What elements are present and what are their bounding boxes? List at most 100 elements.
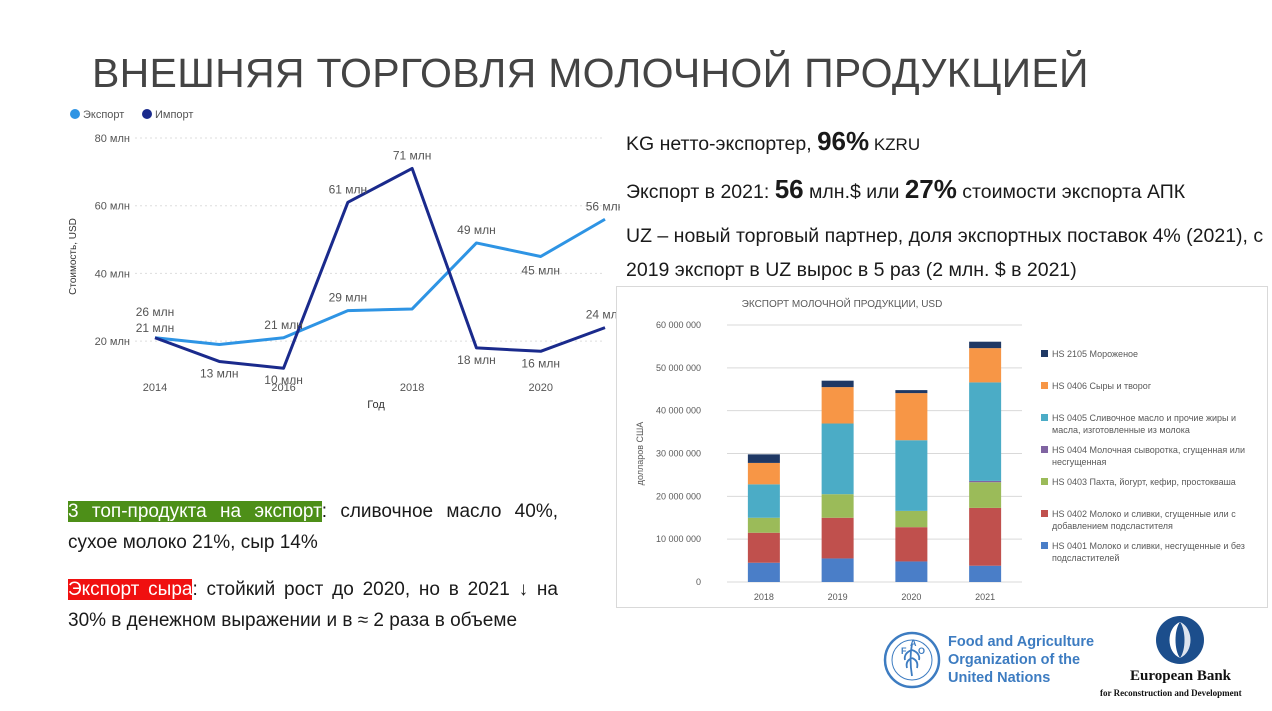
fact-net-exporter: KG нетто-экспортер, 96% KZRU	[626, 124, 1266, 162]
bar-chart-x-tick-label: 2021	[975, 592, 995, 602]
bar-segment	[895, 527, 928, 562]
line-series-import	[154, 166, 606, 370]
fao-name-line: Organization of the	[948, 652, 1081, 668]
line-chart-legend: Экспорт Импорт	[70, 109, 193, 121]
fao-logo: F A O Food and Agriculture Organization …	[882, 630, 1102, 690]
line-chart-x-axis-label: Год	[367, 399, 385, 411]
fao-seal-letter: A	[910, 638, 917, 648]
bar-segment	[821, 494, 854, 518]
line-chart-y-tick-label: 40 млн	[95, 268, 130, 280]
bar-chart-legend-label: HS 2105 Мороженое	[1052, 349, 1138, 359]
bar-chart-legend-label: HS 0404 Молочная сыворотка, сгущенная ил…	[1052, 445, 1245, 467]
bar-chart-y-axis-label: долларов США	[635, 422, 645, 486]
bar-chart-y-tick-label: 60 000 000	[656, 320, 701, 330]
bar-chart-legend-label: HS 0403 Пахта, йогурт, кефир, простокваш…	[1052, 477, 1236, 487]
bar-segment	[747, 462, 780, 485]
line-chart-series	[154, 166, 606, 370]
line-chart-legend-marker	[142, 109, 152, 119]
line-chart-y-tick-label: 80 млн	[95, 133, 130, 145]
bar-chart-panel: ЭКСПОРТ МОЛОЧНОЙ ПРОДУКЦИИ, USD 0 10 000 …	[616, 286, 1268, 608]
note-text: : стойкий рост до 2020, но в 2021 ↓ на 3…	[68, 579, 558, 631]
note-cheese-export: Экспорт сыра: стойкий рост до 2020, но в…	[68, 574, 558, 636]
fact-export-2021: Экспорт в 2021: 56 млн.$ или 27% стоимос…	[626, 172, 1266, 209]
fact-text: стоимости экспорта АПК	[956, 181, 1186, 203]
line-chart-data-label: 21 млн	[136, 321, 175, 335]
bar-chart-y-tick-label: 30 000 000	[656, 449, 701, 459]
fao-emblem-icon: F A O	[883, 631, 941, 689]
bar-chart-legend-marker	[1041, 382, 1048, 389]
bar-segment	[821, 387, 854, 424]
line-chart-x-tick-label: 2014	[143, 382, 167, 394]
page-title: ВНЕШНЯЯ ТОРГОВЛЯ МОЛОЧНОЙ ПРОДУКЦИЕЙ	[92, 50, 1089, 96]
line-chart-data-label: 56 млн	[586, 199, 620, 213]
bar-chart-legend-label: HS 0406 Сыры и творог	[1052, 381, 1152, 391]
bar-chart-legend-marker	[1041, 510, 1048, 517]
bar-chart-legend-label: HS 0402 Молоко и сливки, сгущенные или с…	[1052, 509, 1236, 531]
line-chart-x-tick-label: 2020	[528, 382, 552, 394]
bar-chart-legend-marker	[1041, 478, 1048, 485]
line-chart-data-label: 18 млн	[457, 353, 496, 367]
note-text: : сливочное масло 40%, сухое молоко 21%,…	[68, 501, 558, 553]
line-chart-data-label: 71 млн	[393, 148, 432, 162]
line-chart-legend-label: Импорт	[155, 109, 193, 121]
line-chart-data-label: 26 млн	[136, 305, 175, 319]
line-chart-data-label: 45 млн	[521, 264, 560, 278]
bar-segment	[969, 480, 1002, 483]
note-top-products: 3 топ-продукта на экспорт: сливочное мас…	[68, 496, 558, 558]
fao-seal-letter: O	[918, 646, 925, 656]
ebrd-logo: European Bank for Reconstruction and Dev…	[1096, 614, 1272, 710]
line-chart-data-label: 49 млн	[457, 223, 496, 237]
line-chart-data-label: 24 млн	[586, 308, 620, 322]
bar-chart-y-tick-label: 40 000 000	[656, 406, 701, 416]
bar-chart-x-tick-label: 2018	[754, 592, 774, 602]
fao-name: Food and Agriculture Organization of the…	[948, 633, 1094, 687]
bar-segment	[895, 510, 928, 528]
notes: 3 топ-продукта на экспорт: сливочное мас…	[68, 496, 558, 652]
line-chart-legend-label: Экспорт	[83, 109, 124, 121]
bar-segment	[969, 382, 1002, 481]
top-products-label: 3 топ-продукта на экспорт	[68, 501, 322, 522]
bar-segment	[747, 454, 780, 463]
bar-chart-y-tick-label: 20 000 000	[656, 491, 701, 501]
line-chart-data-labels: 26 млн 21 млн 29 млн 49 млн 45 млн 56 млн 21 м…	[136, 148, 620, 387]
bar-chart-legend-marker	[1041, 350, 1048, 357]
line-chart-y-tick-label: 60 млн	[95, 201, 130, 213]
line-chart-x-tick-label: 2018	[400, 382, 424, 394]
bar-segment	[969, 482, 1002, 508]
fao-seal-letter: F	[901, 646, 907, 656]
bar-chart-y-tick-label: 0	[696, 577, 701, 587]
bar-segment	[969, 565, 1002, 582]
line-chart-data-label: 21 млн	[264, 318, 303, 332]
bar-segment	[747, 517, 780, 533]
bar-chart-legend-label: HS 0401 Молоко и сливки, несгущенные и б…	[1052, 541, 1245, 563]
bar-chart-title: ЭКСПОРТ МОЛОЧНОЙ ПРОДУКЦИИ, USD	[742, 297, 943, 310]
fact-text: Экспорт в 2021:	[626, 181, 775, 203]
ebrd-subtitle: for Reconstruction and Development	[1100, 688, 1242, 698]
bar-chart-x-tick-label: 2020	[901, 592, 921, 602]
fact-uz-partner: UZ – новый торговый партнер, доля экспор…	[626, 225, 1264, 281]
fact-text: KG нетто-экспортер,	[626, 133, 818, 155]
key-facts: KG нетто-экспортер, 96% KZRU Экспорт в 2…	[626, 124, 1266, 297]
bar-segment	[747, 484, 780, 518]
bar-chart-legend: HS 2105 Мороженое HS 0406 Сыры и творог HS…	[1041, 349, 1245, 563]
bar-segment	[895, 390, 928, 394]
bar-segment	[895, 393, 928, 441]
line-chart-data-label: 29 млн	[329, 291, 368, 305]
fact-text: KZRU	[869, 135, 921, 154]
fao-name-line: Food and Agriculture	[948, 634, 1095, 650]
line-series-export	[154, 217, 606, 347]
bar-segment	[969, 341, 1002, 349]
line-chart-axis: 20 млн 40 млн 60 млн 80 млн 2014 2016 2018 2020…	[68, 133, 605, 411]
line-chart-data-label: 13 млн	[200, 366, 239, 380]
line-chart-x-tick-label: 2016	[271, 382, 295, 394]
line-chart-legend-marker	[70, 109, 80, 119]
bar-chart-legend-marker	[1041, 446, 1048, 453]
line-chart-y-axis-label: Стоимость, USD	[68, 218, 79, 295]
line-chart-data-label: 16 млн	[521, 356, 560, 370]
bar-chart-y-tick-label: 10 000 000	[656, 534, 701, 544]
cheese-export-label: Экспорт сыра	[68, 579, 193, 600]
bar-chart: ЭКСПОРТ МОЛОЧНОЙ ПРОДУКЦИИ, USD 0 10 000 …	[635, 297, 1245, 602]
bar-segment	[821, 380, 854, 388]
line-chart-y-tick-label: 20 млн	[95, 336, 130, 348]
